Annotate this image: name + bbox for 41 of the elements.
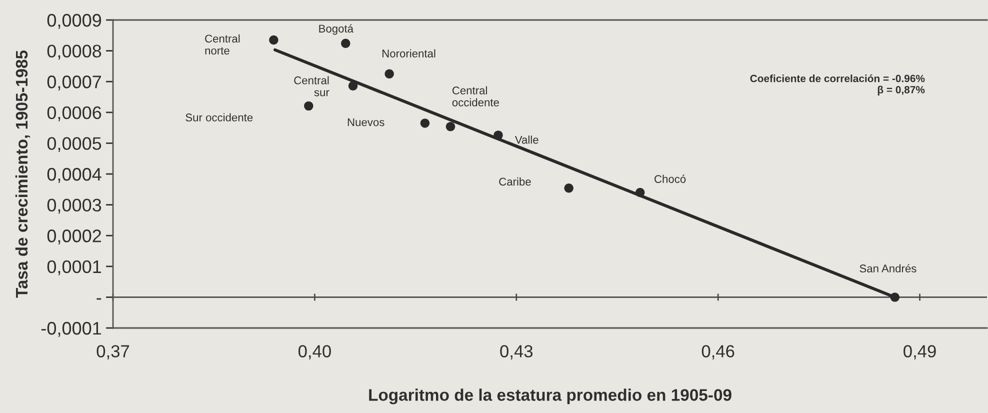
point bbox=[635, 188, 645, 198]
point bbox=[446, 122, 456, 132]
annotation: Central sur bbox=[294, 76, 330, 96]
y-tick-label: 0,0006 bbox=[47, 106, 102, 122]
point bbox=[420, 118, 430, 128]
point bbox=[564, 184, 574, 193]
annotation: Valle bbox=[514, 136, 538, 144]
point bbox=[348, 81, 358, 91]
point bbox=[304, 101, 314, 111]
y-tick-label: 0,0004 bbox=[47, 168, 102, 183]
y-tick-label: 0,0008 bbox=[47, 44, 102, 60]
point bbox=[384, 69, 394, 79]
x-tick-label: 0,40 bbox=[298, 345, 331, 360]
y-tick-label: 0,0005 bbox=[47, 137, 102, 152]
annotation: Nuevos bbox=[348, 118, 384, 126]
annotation: Central occidente bbox=[452, 86, 499, 106]
y-axis-title: Tasa de crecimiento, 1905-1985 bbox=[15, 50, 30, 298]
point bbox=[341, 38, 350, 48]
y-tick-label: 0,0002 bbox=[47, 230, 101, 244]
annotation: Bogotá bbox=[319, 24, 354, 35]
y-tick-label: 0,0003 bbox=[47, 198, 102, 214]
annotation: Chocó bbox=[654, 174, 686, 183]
annotation: Caribe bbox=[499, 177, 531, 186]
x-tick-label: 0,37 bbox=[96, 345, 130, 360]
annotation: Central norte bbox=[205, 34, 240, 55]
point bbox=[890, 292, 900, 302]
annotation: Sur occidente bbox=[186, 113, 253, 122]
x-tick-label: 0,46 bbox=[702, 345, 734, 360]
annotation: Coeficiente de correlación = -0.96% β = 0,87% bbox=[750, 74, 925, 96]
annotation: Nororiental bbox=[382, 49, 436, 58]
y-tick-label: -0,0001 bbox=[41, 322, 102, 337]
point bbox=[269, 35, 278, 45]
x-tick-label: 0,43 bbox=[500, 345, 533, 360]
y-tick-label: 0,0007 bbox=[47, 76, 101, 90]
x-tick-label: 0,49 bbox=[904, 345, 936, 360]
annotation: San Andrés bbox=[860, 264, 916, 272]
point bbox=[494, 130, 503, 140]
x-axis-title: Logaritmo de la estatura promedio en 1905-09 bbox=[369, 388, 732, 404]
y-tick-label: 0,0009 bbox=[47, 14, 102, 29]
y-tick-label: 0,0001 bbox=[47, 260, 102, 276]
y-tick-label: - bbox=[96, 298, 102, 300]
